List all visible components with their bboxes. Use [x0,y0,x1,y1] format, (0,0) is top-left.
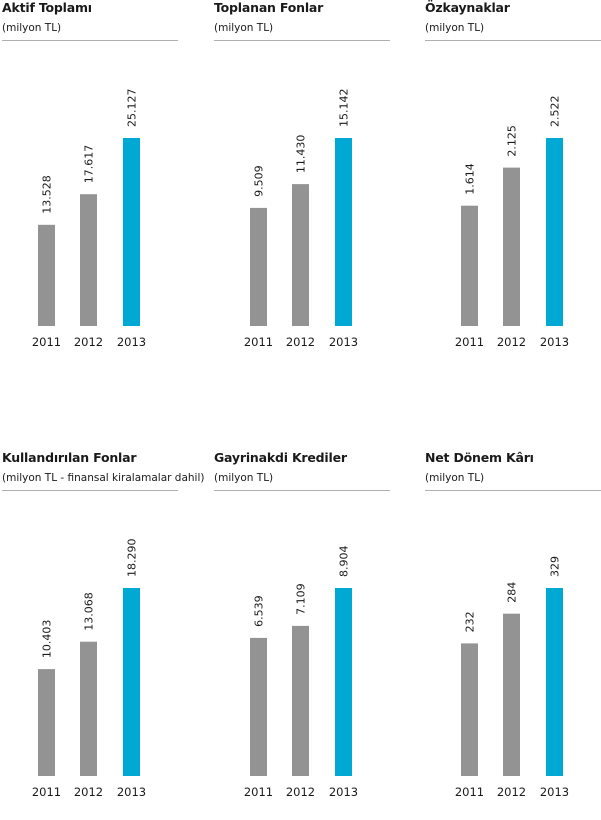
category-label: 2011 [32,785,61,799]
value-label: 2.125 [506,125,519,157]
bar-2011 [250,207,267,326]
chart-panel-ozkaynaklar: Özkaynaklar (milyon TL) 1.614 2011 2.125 20… [425,0,601,370]
chart-subtitle: (milyon TL) [214,22,274,34]
category-label: 2011 [455,785,484,799]
value-label: 8.904 [338,546,351,578]
title-divider [2,40,178,41]
value-label: 11.430 [295,135,308,174]
chart-panel-gayrinakdi-krediler: Gayrinakdi Krediler (milyon TL) 6.539 201… [214,450,394,820]
chart-panel-kullandirilan-fonlar: Kullandırılan Fonlar (milyon TL - finans… [2,450,205,820]
chart-subtitle: (milyon TL) [2,22,62,34]
title-divider [2,490,178,491]
value-label: 25.127 [126,89,139,128]
bar-2011 [38,669,55,776]
bar-2011 [250,637,267,776]
value-label: 232 [464,611,477,632]
bar-chart: 13.528 2011 17.617 2012 25.127 2013 [32,89,146,350]
category-label: 2012 [286,335,315,349]
category-label: 2013 [540,785,569,799]
chart-panel-aktif-toplami: Aktif Toplamı (milyon TL) 13.528 2011 17.6… [2,0,182,370]
value-label: 1.614 [464,163,477,195]
category-label: 2013 [117,335,146,349]
category-label: 2011 [244,785,273,799]
chart-subtitle: (milyon TL) [425,472,485,484]
value-label: 284 [506,582,519,603]
category-label: 2011 [244,335,273,349]
category-label: 2012 [286,785,315,799]
category-label: 2011 [32,335,61,349]
title-divider [214,40,390,41]
chart-title: Özkaynaklar [425,0,510,15]
value-label: 2.522 [549,96,562,128]
category-label: 2012 [74,335,103,349]
bar-2013 [335,138,352,326]
bar-2013 [123,588,140,776]
value-label: 15.142 [338,89,351,128]
bar-chart: 9.509 2011 11.430 2012 15.142 2013 [244,89,358,350]
value-label: 17.617 [83,145,96,184]
category-label: 2013 [329,335,358,349]
chart-title: Net Dönem Kârı [425,450,534,465]
bar-2011 [461,643,478,776]
category-label: 2013 [540,335,569,349]
bar-2012 [80,641,97,776]
chart-title: Toplanan Fonlar [214,0,324,15]
category-label: 2011 [455,335,484,349]
bar-2013 [546,138,563,326]
value-label: 6.539 [253,595,266,627]
chart-subtitle: (milyon TL - finansal kiralamalar dahil) [2,472,205,484]
bar-2012 [503,613,520,776]
bar-2012 [292,625,309,776]
chart-title: Aktif Toplamı [2,0,92,15]
chart-panel-toplanan-fonlar: Toplanan Fonlar (milyon TL) 9.509 2011 11.… [214,0,394,370]
value-label: 13.068 [83,592,96,631]
title-divider [425,490,601,491]
bar-chart: 6.539 2011 7.109 2012 8.904 2013 [244,546,358,800]
category-label: 2012 [497,335,526,349]
bar-2011 [461,205,478,326]
value-label: 329 [549,556,562,577]
bar-2012 [80,194,97,326]
chart-subtitle: (milyon TL) [425,22,485,34]
bar-2013 [123,138,140,326]
title-divider [214,490,390,491]
value-label: 9.509 [253,165,266,197]
value-label: 13.528 [41,175,54,214]
category-label: 2012 [74,785,103,799]
value-label: 7.109 [295,583,308,615]
chart-title: Kullandırılan Fonlar [2,450,137,465]
chart-title: Gayrinakdi Krediler [214,450,347,465]
bar-chart: 232 2011 284 2012 329 2013 [455,556,569,799]
bar-chart: 10.403 2011 13.068 2012 18.290 2013 [32,539,146,800]
bar-2013 [546,588,563,776]
category-label: 2013 [329,785,358,799]
bar-2013 [335,588,352,776]
bar-2011 [38,224,55,326]
bar-2012 [292,184,309,326]
chart-subtitle: (milyon TL) [214,472,274,484]
value-label: 18.290 [126,539,139,578]
bar-2012 [503,167,520,326]
category-label: 2013 [117,785,146,799]
category-label: 2012 [497,785,526,799]
value-label: 10.403 [41,620,54,659]
chart-panel-net-donem-kari: Net Dönem Kârı (milyon TL) 232 2011 284 201… [425,450,601,820]
bar-chart: 1.614 2011 2.125 2012 2.522 2013 [455,96,569,350]
title-divider [425,40,601,41]
